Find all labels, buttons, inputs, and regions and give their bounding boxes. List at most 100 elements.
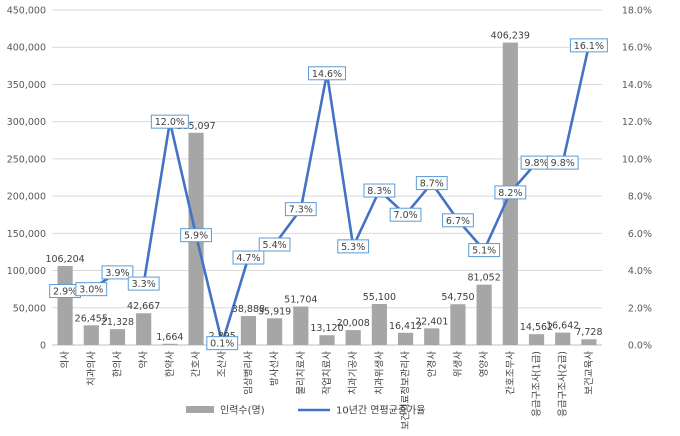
line-data-label-box bbox=[258, 237, 291, 252]
line-data-label: 2.9% bbox=[53, 287, 77, 298]
line-data-label-box bbox=[389, 207, 422, 222]
line-data-label: 7.3% bbox=[289, 205, 313, 216]
bar bbox=[345, 330, 361, 345]
line-data-label-box bbox=[308, 66, 346, 81]
bar-data-label: 106,204 bbox=[45, 254, 84, 265]
line-data-label-box bbox=[150, 114, 189, 129]
line-data-label: 8.2% bbox=[498, 188, 522, 199]
right-axis-tick-label: 2.0% bbox=[628, 303, 652, 314]
right-axis-tick-label: 0.0% bbox=[628, 341, 652, 352]
left-axis-tick-label: 450,000 bbox=[7, 6, 46, 17]
bar-data-label: 406,239 bbox=[491, 31, 530, 42]
bar-data-label: 55,100 bbox=[363, 292, 396, 303]
category-label: 작업치료사 bbox=[321, 351, 333, 395]
bar bbox=[371, 303, 387, 345]
category-label: 한의사 bbox=[112, 351, 123, 377]
bar bbox=[109, 329, 126, 345]
category-label: 영양사 bbox=[479, 351, 490, 377]
category-label: 치과위생사 bbox=[373, 351, 385, 395]
right-axis-tick-label: 4.0% bbox=[628, 266, 652, 277]
line-data-label-box bbox=[101, 265, 134, 280]
left-axis-tick-label: 200,000 bbox=[7, 192, 46, 203]
line-data-label: 3.9% bbox=[105, 268, 129, 279]
category-label: 조산사 bbox=[217, 351, 228, 377]
line-data-label-box bbox=[546, 155, 579, 170]
bar-data-label: 42,667 bbox=[127, 301, 160, 312]
line-data-label: 5.3% bbox=[341, 242, 365, 253]
line-data-label-box bbox=[180, 228, 212, 243]
left-axis-tick-label: 300,000 bbox=[7, 117, 46, 128]
line-data-label: 5.1% bbox=[472, 246, 496, 257]
line-data-label: 7.0% bbox=[394, 210, 418, 221]
bar bbox=[581, 339, 597, 345]
category-label: 의사 bbox=[60, 351, 71, 369]
bar bbox=[293, 306, 309, 345]
line-data-label: 0.1% bbox=[210, 339, 234, 350]
line-data-label: 3.0% bbox=[79, 285, 103, 296]
bar-data-label: 38,888 bbox=[232, 304, 265, 315]
line-data-label: 8.3% bbox=[367, 186, 391, 197]
bar bbox=[240, 316, 257, 345]
category-label: 한약사 bbox=[164, 351, 176, 377]
category-label: 안경사 bbox=[426, 351, 438, 377]
right-axis-tick-label: 8.0% bbox=[628, 192, 652, 203]
category-label: 방사선사 bbox=[270, 351, 281, 386]
category-label: 보건의료정보관리사 bbox=[401, 351, 412, 430]
line-data-label: 9.8% bbox=[524, 158, 548, 169]
left-axis-tick-label: 150,000 bbox=[7, 229, 46, 240]
bar-data-label: 21,328 bbox=[101, 317, 134, 328]
right-axis-tick-label: 14.0% bbox=[622, 80, 652, 91]
bar-data-label: 35,919 bbox=[258, 306, 291, 317]
line-data-label: 16.1% bbox=[574, 41, 604, 52]
right-axis-tick-label: 10.0% bbox=[622, 154, 652, 165]
bar-data-label: 13,120 bbox=[310, 323, 343, 334]
bar bbox=[528, 334, 545, 345]
line-data-label-box bbox=[468, 243, 501, 258]
bar-data-label: 285,097 bbox=[176, 121, 215, 132]
line-data-label-box bbox=[232, 250, 265, 265]
line-data-label-box bbox=[206, 336, 239, 351]
line-data-label-box bbox=[284, 202, 317, 217]
category-label: 치과의사 bbox=[85, 351, 97, 386]
bar-data-label: 20,008 bbox=[337, 318, 370, 329]
line-data-label-box bbox=[337, 239, 370, 254]
bar bbox=[555, 332, 571, 345]
bar-data-label: 14,562 bbox=[520, 322, 553, 333]
line-data-label: 9.8% bbox=[551, 158, 575, 169]
line-data-label-box bbox=[494, 185, 527, 200]
category-label: 임상병리사 bbox=[242, 351, 254, 395]
bar-data-label: 22,401 bbox=[415, 316, 448, 327]
left-axis-tick-label: 0 bbox=[40, 341, 46, 352]
line-data-label: 5.4% bbox=[263, 240, 287, 251]
category-label: 치과기공사 bbox=[347, 351, 359, 395]
right-axis-tick-label: 16.0% bbox=[622, 43, 652, 54]
left-axis-tick-label: 250,000 bbox=[7, 154, 46, 165]
line-data-label-box bbox=[569, 38, 608, 53]
line-data-label: 4.7% bbox=[236, 253, 260, 264]
line-data-label: 8.7% bbox=[420, 179, 444, 190]
bar bbox=[450, 304, 466, 345]
bar bbox=[476, 284, 492, 345]
left-axis-tick-label: 400,000 bbox=[7, 43, 46, 54]
bar bbox=[83, 325, 99, 345]
line-data-label: 3.3% bbox=[132, 279, 156, 290]
bar bbox=[136, 313, 152, 345]
bar bbox=[57, 265, 73, 345]
line-data-label-box bbox=[75, 282, 108, 297]
left-axis-tick-label: 350,000 bbox=[7, 80, 46, 91]
bar-data-label: 26,455 bbox=[75, 313, 108, 324]
bar-data-label: 51,704 bbox=[284, 295, 317, 306]
category-label: 보건교육사 bbox=[584, 351, 595, 395]
line-data-label-box bbox=[363, 183, 396, 198]
category-label: 응급구조사(1급) bbox=[532, 351, 543, 417]
line-data-label-box bbox=[442, 213, 474, 228]
category-label: 위생사 bbox=[452, 351, 464, 377]
bar bbox=[424, 328, 440, 345]
line-data-label: 5.9% bbox=[184, 231, 208, 242]
right-axis-tick-label: 6.0% bbox=[628, 229, 652, 240]
bar-data-label: 54,750 bbox=[441, 292, 474, 303]
bar bbox=[319, 335, 335, 345]
bar-data-label: 81,052 bbox=[468, 273, 501, 284]
